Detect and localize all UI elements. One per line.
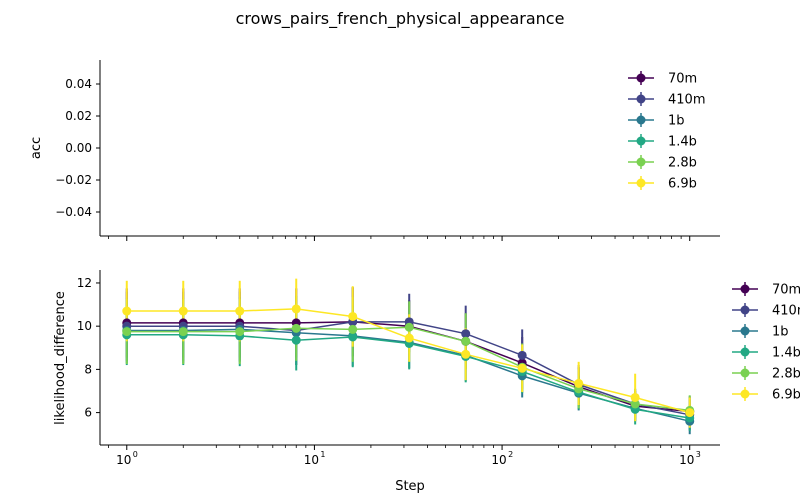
bottom-legend-marker [740, 284, 750, 294]
data-point [517, 363, 527, 373]
bottom-x-tick-label: 10 [304, 453, 319, 467]
top-legend-marker [636, 115, 646, 125]
top-y-tick-label: 0.00 [65, 141, 92, 155]
data-point [122, 306, 132, 316]
bottom-y-tick-label: 6 [84, 406, 92, 420]
top-legend-label: 410m [668, 93, 705, 108]
bottom-legend-label: 410m [772, 304, 800, 319]
top-legend-label: 1b [668, 114, 685, 129]
bottom-y-tick-label: 12 [77, 276, 92, 290]
bottom-legend-marker [740, 326, 750, 336]
top-y-tick-label: −0.04 [55, 205, 92, 219]
data-point [235, 327, 245, 337]
bottom-x-tick-exponent: 1 [320, 450, 325, 459]
top-legend-marker [636, 73, 646, 83]
data-point [291, 323, 301, 333]
top-legend-marker [636, 94, 646, 104]
bottom-x-tick-label: 10 [116, 453, 131, 467]
data-point [235, 306, 245, 316]
bottom-y-tick-label: 10 [77, 319, 92, 333]
data-point [461, 349, 471, 359]
bottom-legend-marker [740, 347, 750, 357]
data-point [630, 392, 640, 402]
data-point [348, 332, 358, 342]
bottom-legend-label: 6.9b [772, 388, 800, 403]
bottom-x-tick-exponent: 2 [508, 450, 513, 459]
bottom-y-axis-label: likelihood_difference [53, 291, 68, 425]
bottom-x-tick-label: 10 [491, 453, 506, 467]
data-point [574, 378, 584, 388]
bottom-legend-marker [740, 368, 750, 378]
top-y-tick-label: 0.04 [65, 77, 92, 91]
top-legend-label: 6.9b [668, 177, 697, 192]
top-legend-label: 1.4b [668, 135, 697, 150]
top-legend-label: 70m [668, 72, 697, 87]
bottom-legend-label: 2.8b [772, 367, 800, 382]
bottom-legend: 70m 410m 1b 1.4b 2.8b 6.9b [732, 282, 800, 403]
bottom-legend-marker [740, 389, 750, 399]
data-point [461, 336, 471, 346]
top-y-tick-label: −0.02 [55, 173, 92, 187]
data-point [291, 304, 301, 314]
top-legend-marker [636, 178, 646, 188]
bottom-x-tick-exponent: 3 [696, 450, 701, 459]
top-y-tick-label: 0.02 [65, 109, 92, 123]
top-panel: 0.04 0.02 0.00 −0.02 −0.04 acc 70m 410m 1b 1.4b… [29, 60, 720, 241]
data-point [630, 399, 640, 409]
x-axis-label: Step [395, 479, 425, 494]
bottom-x-tick-exponent: 0 [133, 450, 138, 459]
data-point [685, 408, 695, 418]
top-legend-marker [636, 136, 646, 146]
data-point [291, 335, 301, 345]
bottom-x-tick-label: 10 [679, 453, 694, 467]
top-legend-label: 2.8b [668, 156, 697, 171]
top-legend-marker [636, 157, 646, 167]
bottom-legend-label: 70m [772, 283, 800, 298]
bottom-legend-label: 1.4b [772, 346, 800, 361]
data-point [348, 311, 358, 321]
bottom-y-tick-label: 8 [84, 362, 92, 376]
bottom-legend-label: 1b [772, 325, 789, 340]
data-point [178, 306, 188, 316]
data-point [348, 324, 358, 334]
data-point [404, 333, 414, 343]
bottom-legend-marker [740, 305, 750, 315]
top-y-axis-label: acc [29, 137, 44, 159]
data-point [461, 329, 471, 339]
data-point [178, 327, 188, 337]
chart-title: crows_pairs_french_physical_appearance [236, 9, 565, 29]
top-legend: 70m 410m 1b 1.4b 2.8b 6.9b [628, 71, 705, 192]
data-point [122, 327, 132, 337]
data-point [404, 322, 414, 332]
data-point [517, 350, 527, 360]
